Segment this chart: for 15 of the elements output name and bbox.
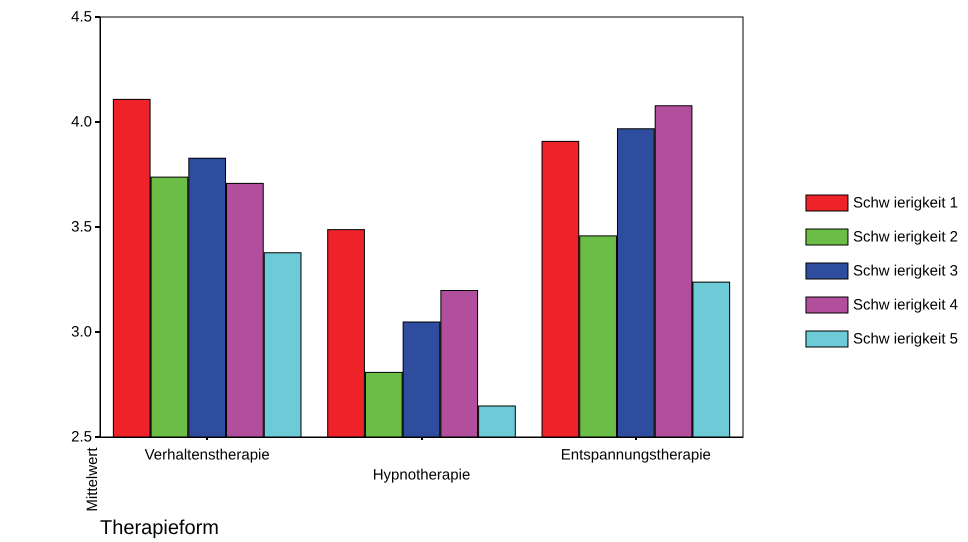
y-tick-label: 4.5 xyxy=(71,8,92,26)
y-tick-label: 3.5 xyxy=(71,218,92,236)
legend-label: Schw ierigkeit 2 xyxy=(852,228,958,246)
x-tick-label: Hypnotherapie xyxy=(372,466,470,484)
y-tick-label: 2.5 xyxy=(71,428,92,446)
x-axis-title: Therapieform xyxy=(100,517,219,539)
legend-label: Schw ierigkeit 1 xyxy=(852,194,958,212)
y-tick-label: 3.0 xyxy=(71,324,92,340)
y-axis-title: Mittelwert xyxy=(84,446,101,512)
legend-label: Schw ierigkeit 3 xyxy=(852,262,958,280)
legend-label: Schw ierigkeit 5 xyxy=(852,330,958,348)
legend-label: Schw ierigkeit 4 xyxy=(852,296,958,314)
x-tick-label: Verhaltenstherapie xyxy=(144,446,270,464)
y-tick-label: 4.0 xyxy=(71,114,92,130)
x-tick-label: Entspannungstherapie xyxy=(560,446,711,464)
